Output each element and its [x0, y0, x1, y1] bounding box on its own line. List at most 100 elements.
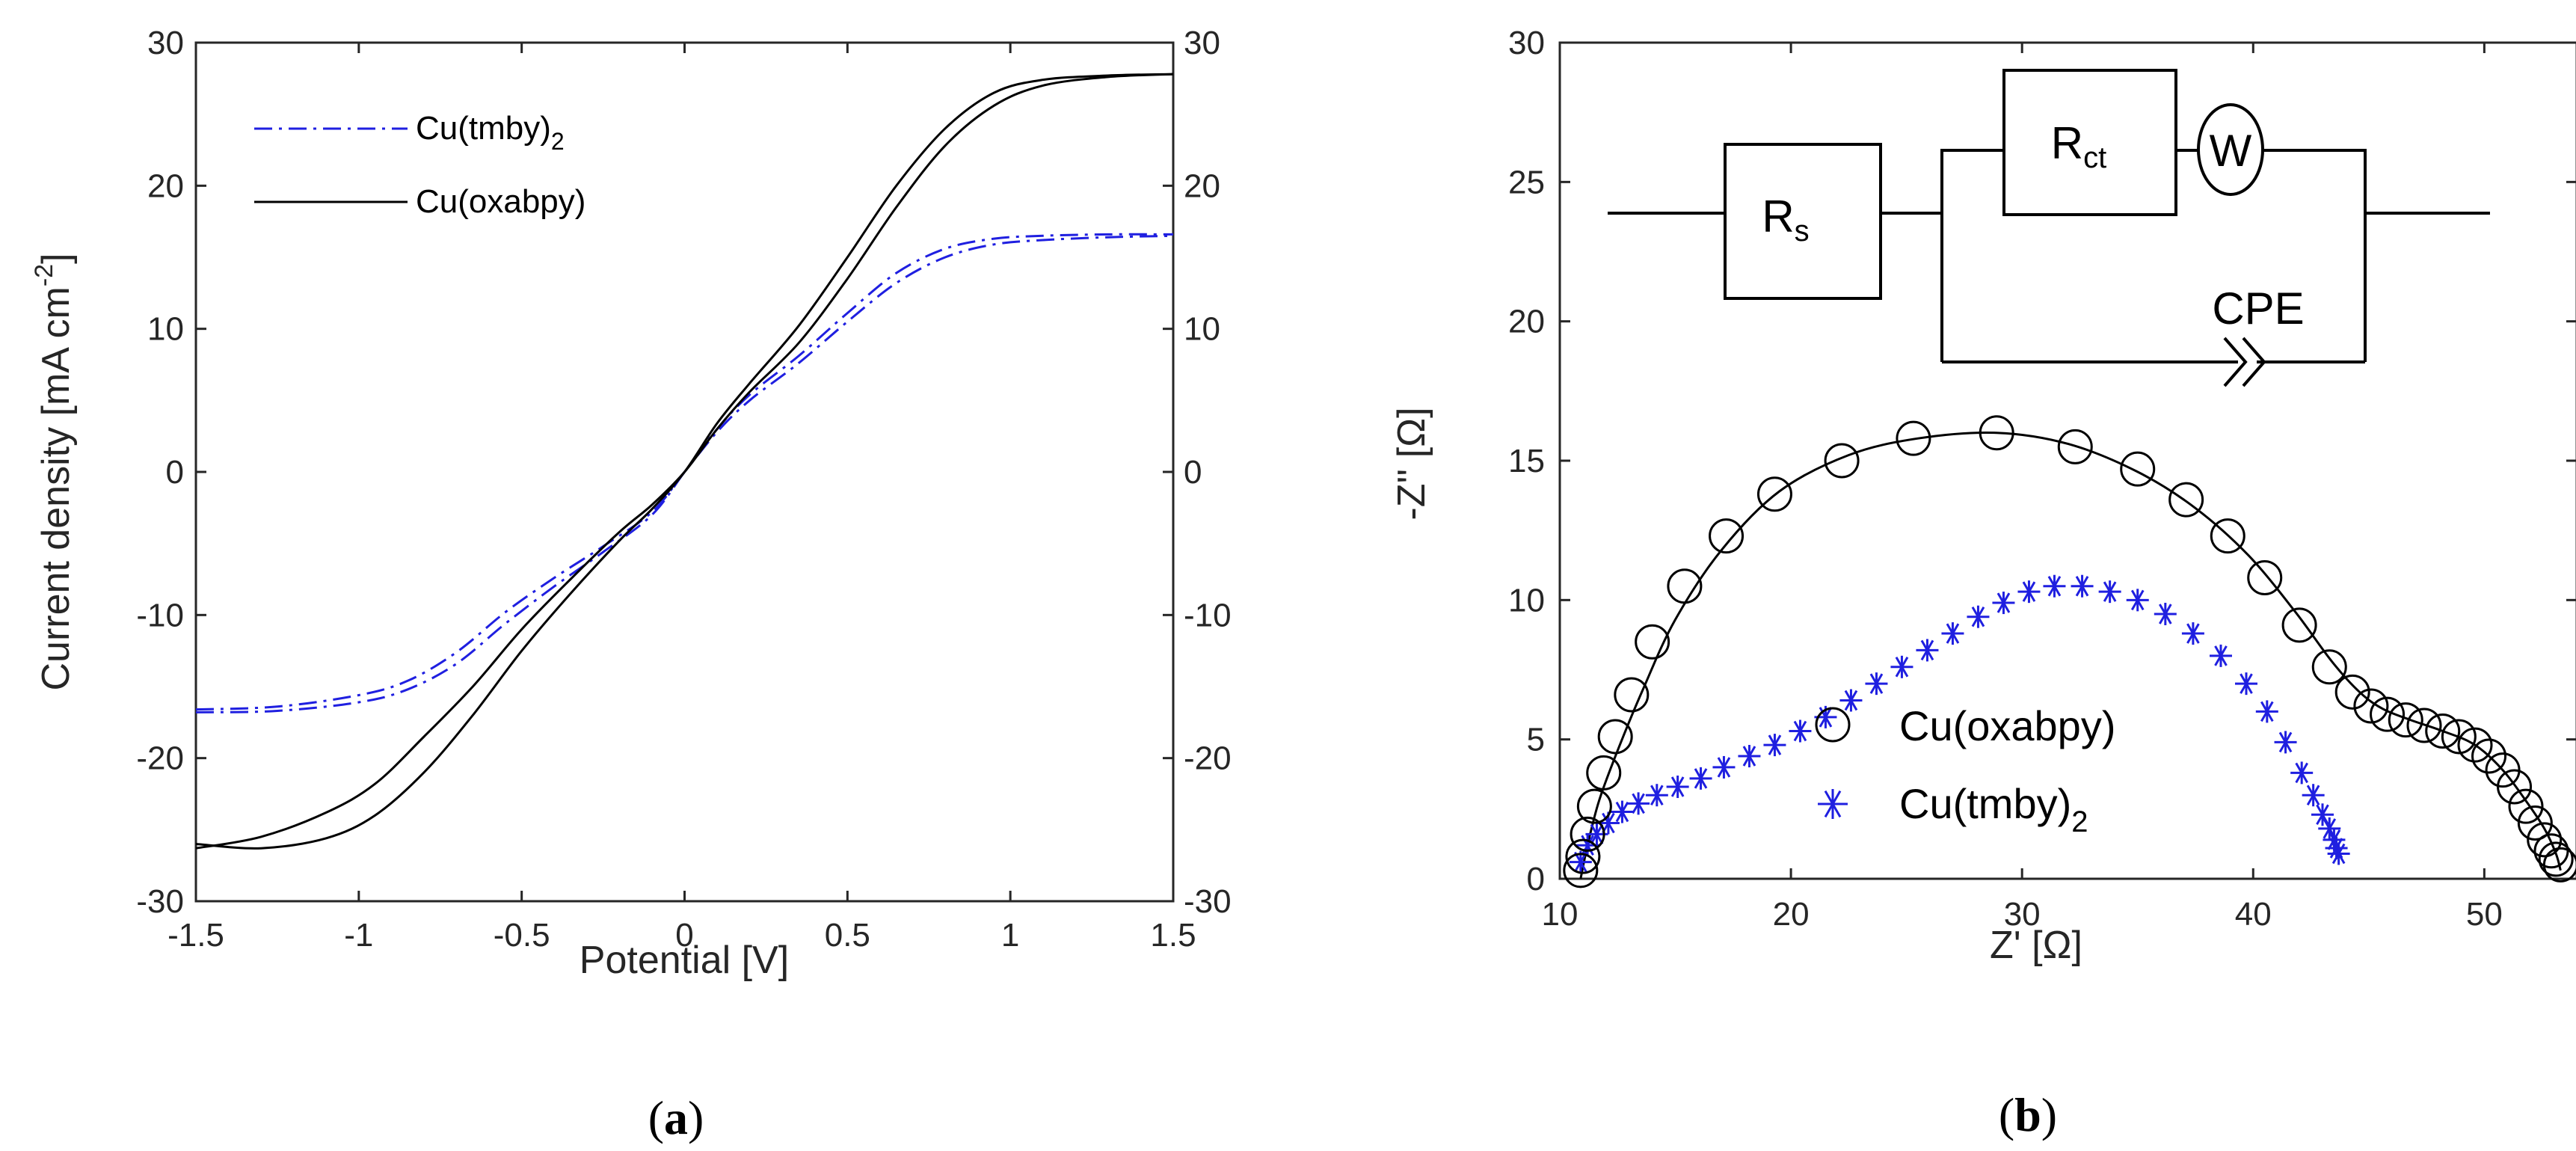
legend-asterisk-shape	[1818, 789, 1848, 819]
data-point-oxabpy	[2497, 769, 2533, 805]
series-line-oxabpy-reverse	[195, 73, 1174, 850]
data-point-oxabpy	[1565, 838, 1601, 874]
data-point-oxabpy	[2388, 702, 2423, 738]
circuit-rs-label: Rs	[1762, 191, 1809, 248]
data-point-tmby	[2210, 644, 2232, 667]
plot-a-axis-ticks	[194, 41, 1175, 903]
data-point-oxabpy	[2311, 649, 2347, 685]
data-point-oxabpy	[1896, 420, 1931, 456]
plot-a-ylabel: Current density [mA cm-2]	[30, 253, 78, 690]
data-point-oxabpy	[2406, 708, 2442, 743]
x-tick-label: 50	[2466, 896, 2503, 933]
circuit-rct-label: Rct	[2051, 118, 2106, 174]
circuit-branch-right	[2263, 149, 2367, 362]
y-tick-label: 20	[1508, 304, 1545, 340]
data-point-tmby	[1941, 622, 1964, 645]
data-point-oxabpy	[2527, 822, 2563, 858]
y-tick-label: 10	[1508, 582, 1545, 619]
data-point-tmby	[2043, 574, 2066, 598]
data-point-oxabpy	[2542, 847, 2576, 883]
data-point-tmby	[1611, 800, 1634, 823]
data-point-tmby	[1916, 639, 1939, 662]
data-point-tmby	[1627, 792, 1650, 815]
y2-tick-label: -30	[1184, 883, 1232, 920]
legend-a-oxabpy-label: Cu(oxabpy)	[416, 183, 585, 220]
panel-a-label: (a)	[648, 1091, 704, 1144]
y-tick-label: -20	[136, 740, 184, 777]
plot-a-tick-labels: -1.5 -1 -0.5 0 0.5 1 1.5 30 20 10 0 -10 -20 -30 30 20 10…	[136, 25, 1231, 954]
data-point-oxabpy	[1824, 443, 1860, 479]
data-point-tmby	[1666, 776, 1689, 799]
data-point-oxabpy	[2353, 688, 2389, 724]
data-point-tmby	[2126, 589, 2149, 612]
panel-b-label: (b)	[1999, 1088, 2057, 1141]
data-point-oxabpy	[1570, 816, 1605, 852]
data-point-oxabpy	[1635, 624, 1670, 660]
data-point-tmby	[2181, 622, 2204, 645]
circuit-rs-box	[1724, 143, 1882, 300]
data-point-tmby	[2098, 580, 2121, 604]
series-line-oxabpy-forward	[195, 73, 1174, 850]
data-point-oxabpy	[2538, 841, 2574, 877]
data-point-tmby	[1890, 655, 1913, 678]
legend-b-tmby-marker	[1818, 789, 1848, 819]
circuit-w-label: W	[2210, 126, 2252, 176]
y2-tick-label: 0	[1184, 454, 1202, 491]
data-point-oxabpy	[2370, 696, 2406, 732]
y-tick-label: -10	[136, 597, 184, 633]
data-point-tmby	[1763, 734, 1786, 757]
data-point-oxabpy	[2517, 805, 2553, 841]
x-tick-label: 1	[1001, 917, 1019, 954]
data-point-oxabpy	[2247, 560, 2283, 596]
y2-tick-label: 30	[1184, 25, 1220, 61]
panel-a: -1.5 -1 -0.5 0 0.5 1 1.5 30 20 10 0 -10 -20 -30 30 20 10…	[30, 25, 1232, 1144]
y-tick-label: 25	[1508, 164, 1545, 200]
data-point-tmby	[1967, 605, 1990, 628]
data-point-oxabpy	[1563, 853, 1599, 888]
data-point-oxabpy	[1667, 568, 1703, 604]
x-tick-label: -0.5	[494, 917, 550, 954]
data-point-tmby	[1689, 767, 1712, 790]
data-point-tmby	[1839, 689, 1863, 712]
data-point-tmby	[1645, 784, 1668, 807]
y-tick-label: 30	[147, 25, 184, 61]
x-tick-label: 30	[2004, 896, 2041, 933]
plot-a-legend: Cu(tmby)2 Cu(oxabpy)	[254, 110, 585, 220]
data-point-tmby	[2017, 580, 2041, 604]
data-point-oxabpy	[2281, 607, 2317, 643]
data-point-oxabpy	[2210, 518, 2245, 554]
data-point-tmby	[2154, 602, 2177, 625]
data-point-tmby	[1789, 719, 1812, 743]
y-tick-label: 10	[147, 311, 184, 348]
x-tick-label: -1	[344, 917, 373, 954]
data-point-oxabpy	[1756, 476, 1792, 512]
plot-a-xlabel: Potential [V]	[580, 939, 789, 982]
data-point-oxabpy	[2168, 482, 2204, 518]
data-point-oxabpy	[2441, 719, 2477, 755]
data-point-tmby	[2235, 672, 2257, 696]
data-point-oxabpy	[2457, 727, 2493, 763]
plot-b-xlabel: Z' [Ω]	[1990, 924, 2082, 967]
data-point-oxabpy	[2508, 788, 2544, 824]
data-point-oxabpy	[1586, 755, 1622, 791]
data-point-tmby	[2302, 784, 2325, 807]
circuit-inset	[1608, 69, 2490, 387]
data-point-tmby	[1738, 745, 1761, 768]
plot-a-series	[195, 73, 1174, 850]
x-tick-label: 0	[675, 917, 693, 954]
data-point-tmby	[2071, 574, 2094, 598]
data-point-tmby	[2255, 700, 2278, 723]
y-tick-label: 20	[147, 168, 184, 204]
x-tick-label: 1.5	[1150, 917, 1196, 954]
data-point-oxabpy	[1979, 415, 2014, 451]
legend-a-tmby-label: Cu(tmby)2	[416, 110, 565, 155]
x-tick-label: -1.5	[167, 917, 224, 954]
y2-tick-label: -10	[1184, 597, 1232, 633]
data-point-oxabpy	[1597, 719, 1633, 755]
data-point-tmby	[2327, 842, 2350, 865]
data-point-oxabpy	[2057, 429, 2093, 464]
y2-tick-label: 20	[1184, 168, 1220, 204]
